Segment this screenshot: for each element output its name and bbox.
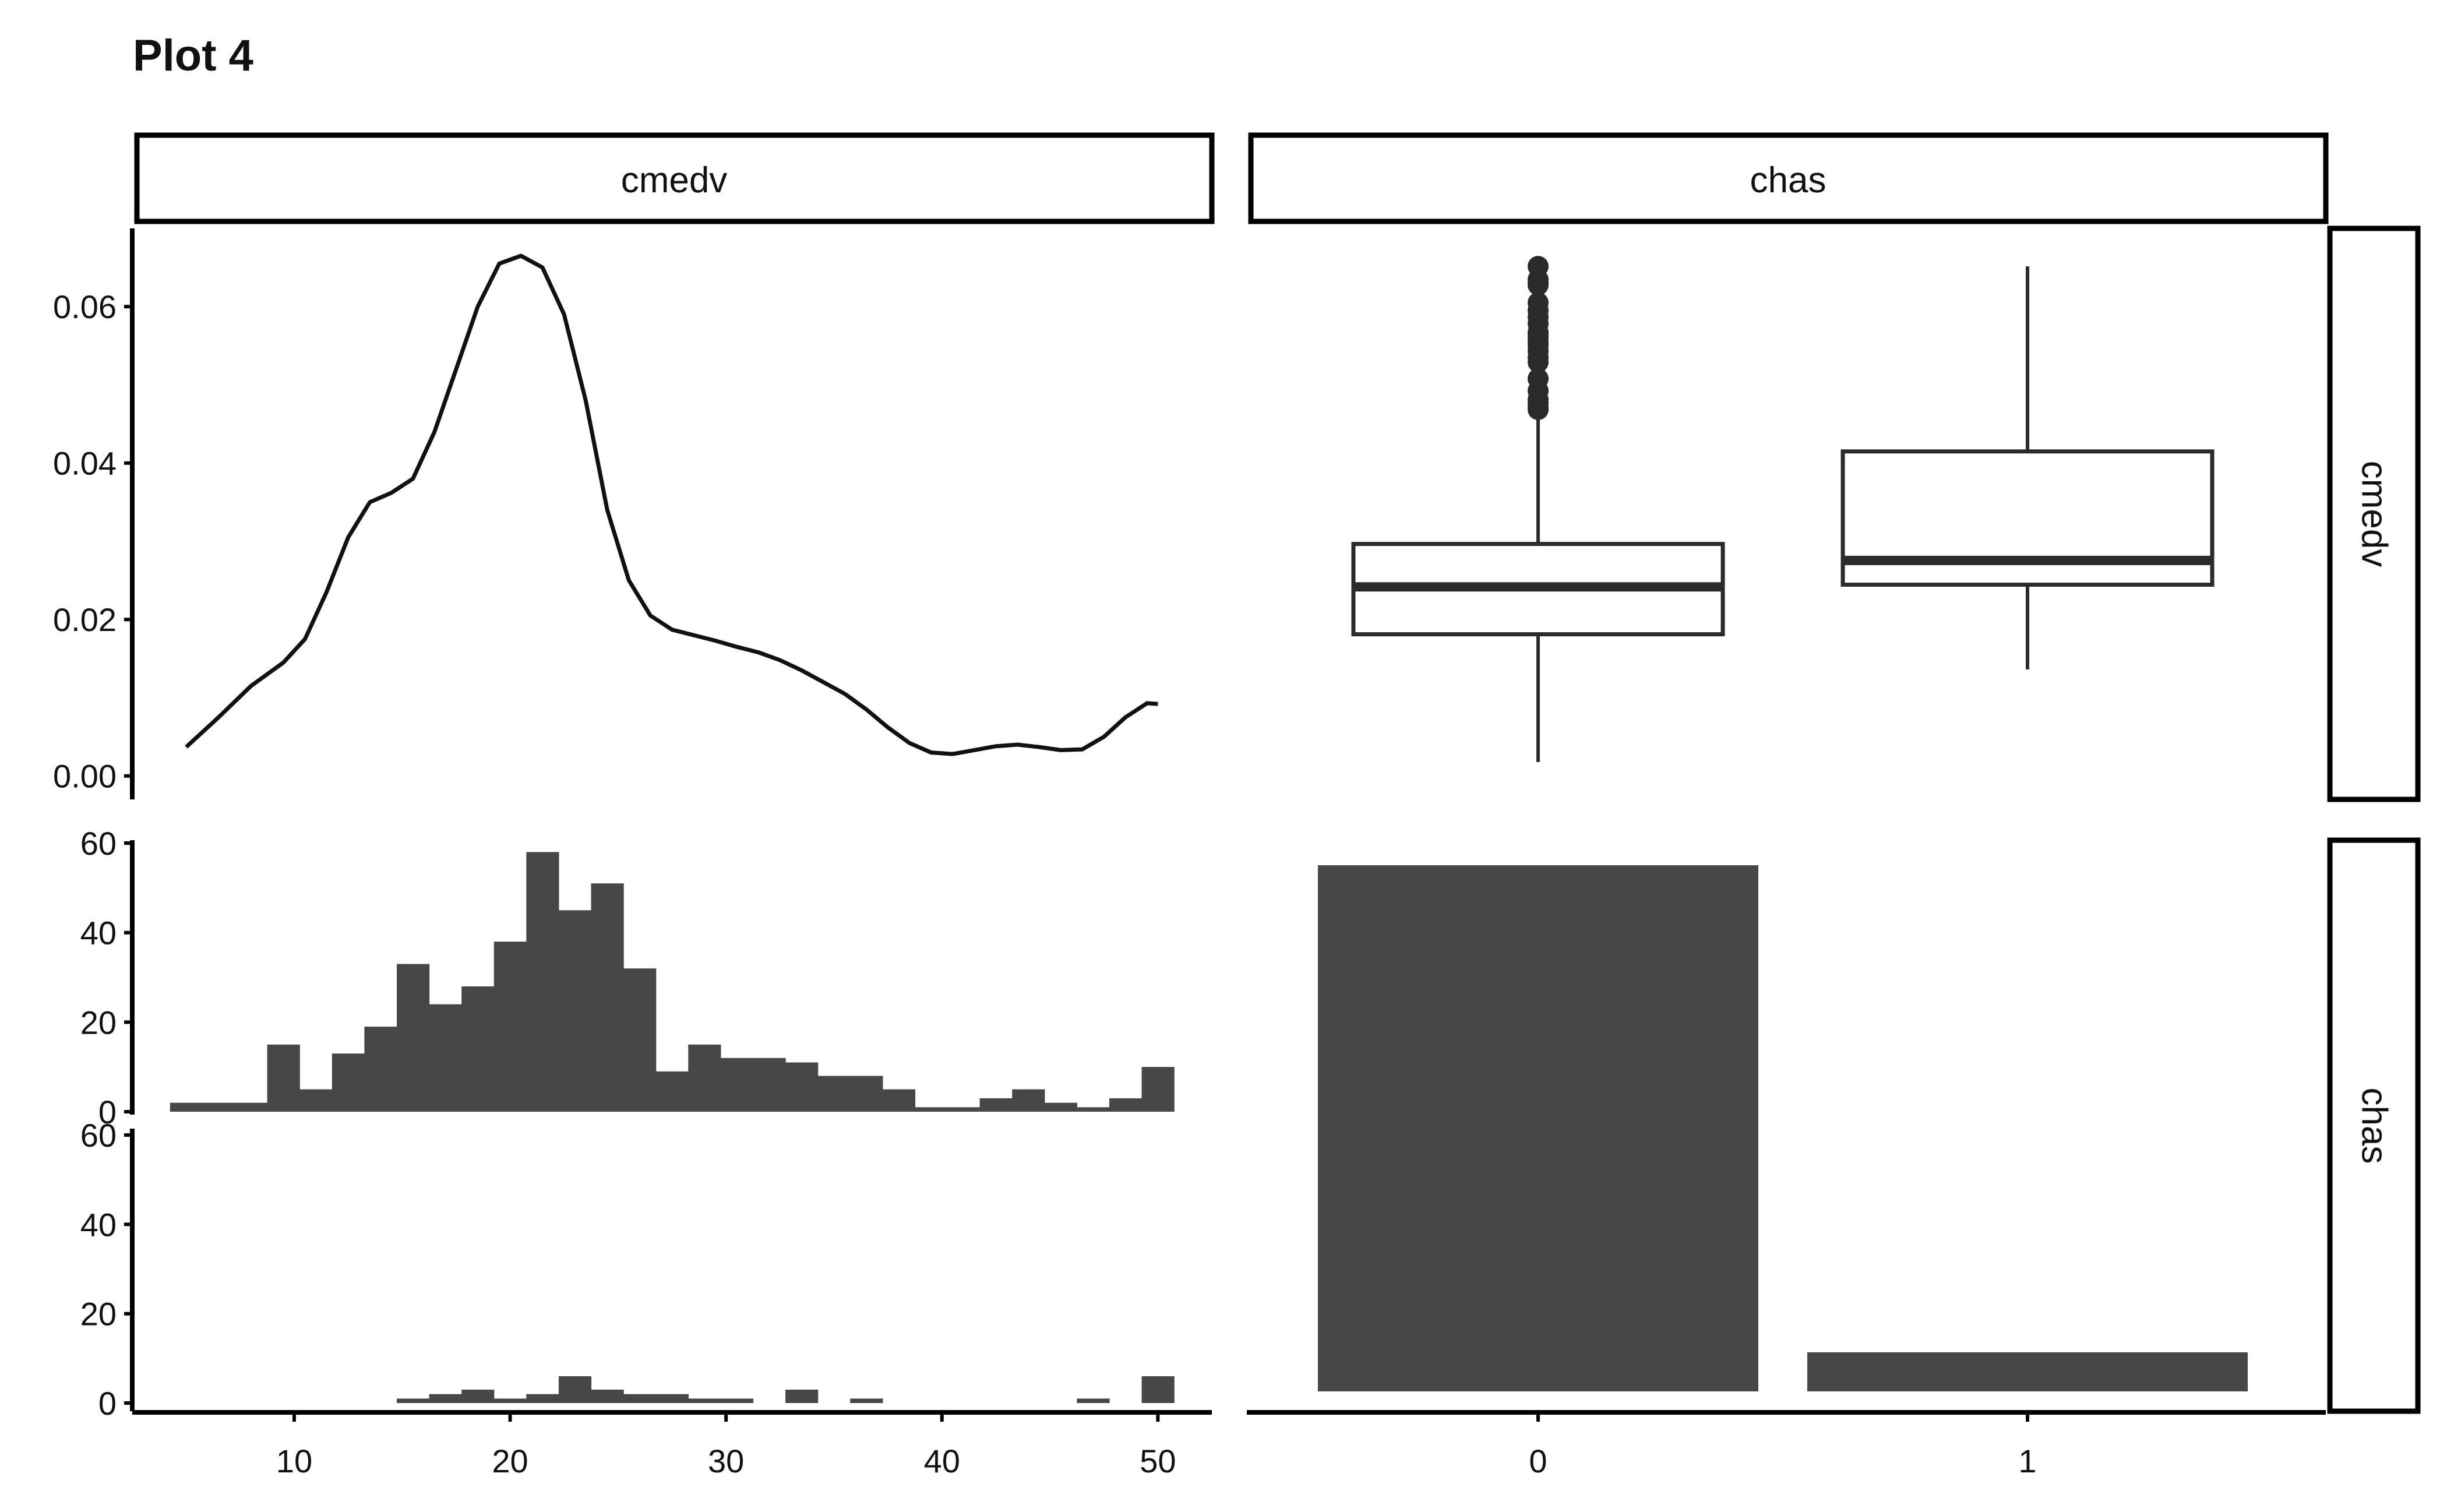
density-line <box>185 253 1158 756</box>
density-panel <box>185 253 1158 756</box>
x-tick-label: 30 <box>708 1443 744 1479</box>
histogram-bar <box>1109 1098 1143 1112</box>
histogram-bar <box>429 1004 462 1112</box>
histogram-bar <box>623 1394 657 1403</box>
boxplot-panel <box>1351 256 2215 762</box>
bar-0 <box>1318 865 1758 1391</box>
y-tick-label: 40 <box>80 1206 117 1243</box>
histogram-bar <box>461 986 495 1112</box>
histogram-bar <box>1044 1102 1077 1112</box>
bar-panel <box>1318 865 2248 1391</box>
histogram-bar <box>753 1058 786 1112</box>
row-strip-label: chas <box>2354 1088 2395 1164</box>
histogram-bar <box>332 1053 365 1112</box>
histogram-bar <box>202 1102 235 1112</box>
x-tick-label: 0 <box>1529 1443 1547 1479</box>
column-strip-label: cmedv <box>621 160 728 200</box>
histogram-bar <box>720 1058 754 1112</box>
y-tick-label: 0.02 <box>53 601 117 638</box>
histogram-bar <box>655 1394 689 1403</box>
histogram-bar <box>526 1394 559 1403</box>
histogram-bar <box>947 1107 981 1112</box>
y-tick-label: 40 <box>80 915 117 951</box>
histogram-bar <box>979 1098 1013 1112</box>
y-tick-label: 60 <box>80 1117 117 1154</box>
outlier-point <box>1528 368 1549 389</box>
y-tick-label: 0.00 <box>53 758 117 795</box>
column-strip-chas: chas <box>1248 132 2329 224</box>
plot-title: Plot 4 <box>133 31 253 80</box>
histogram-bar <box>267 1044 300 1112</box>
histogram-bar <box>235 1102 268 1112</box>
row-strip-cmedv: cmedv <box>2327 225 2421 802</box>
histogram-bar <box>558 910 592 1112</box>
histogram-bar <box>461 1390 495 1403</box>
histogram-bar <box>429 1394 462 1403</box>
y-tick-label: 0.06 <box>53 288 117 325</box>
row-strip-label: cmedv <box>2354 461 2395 568</box>
histogram-bar <box>591 883 624 1112</box>
histogram-chas-1 <box>396 1376 1175 1403</box>
y-tick-label: 0.04 <box>53 445 117 482</box>
histogram-bar <box>785 1390 819 1403</box>
x-tick-label: 10 <box>276 1443 312 1479</box>
histogram-bar <box>396 964 430 1112</box>
histogram-bar <box>1077 1107 1110 1112</box>
histogram-chas-0 <box>170 852 1175 1112</box>
histogram-bar <box>850 1076 883 1112</box>
y-tick-label: 20 <box>80 1296 117 1333</box>
histogram-bar <box>299 1089 333 1112</box>
histogram-bar <box>493 1398 527 1403</box>
histogram-bar <box>915 1107 948 1112</box>
histogram-bar <box>1012 1089 1045 1112</box>
histogram-bar <box>591 1390 624 1403</box>
histogram-bar <box>493 942 527 1112</box>
histogram-bar <box>623 968 657 1112</box>
histogram-bar <box>720 1398 754 1403</box>
histogram-bar <box>817 1076 851 1112</box>
histogram-bar <box>655 1071 689 1112</box>
histogram-bar <box>688 1398 721 1403</box>
histogram-bar <box>1077 1398 1110 1403</box>
y-tick-label: 60 <box>80 825 117 862</box>
x-tick-label: 20 <box>492 1443 528 1479</box>
row-strip-chas: chas <box>2327 837 2421 1414</box>
histogram-bar <box>558 1376 592 1403</box>
column-strip-cmedv: cmedv <box>134 132 1215 224</box>
histogram-bar <box>850 1398 883 1403</box>
x-tick-label: 1 <box>2018 1443 2036 1479</box>
histogram-panel <box>170 852 1175 1403</box>
histogram-bar <box>1141 1067 1175 1112</box>
y-tick-label: 0 <box>98 1094 117 1130</box>
histogram-bar <box>688 1044 721 1112</box>
histogram-bar <box>785 1062 819 1112</box>
bar-1 <box>1807 1352 2248 1391</box>
box-0 <box>1351 256 1725 762</box>
histogram-bar <box>526 852 559 1112</box>
y-tick-label: 0 <box>98 1385 117 1422</box>
column-strip-label: chas <box>1750 160 1827 200</box>
box-1 <box>1840 266 2215 670</box>
outlier-point <box>1528 292 1549 313</box>
x-tick-label: 50 <box>1140 1443 1176 1479</box>
histogram-bar <box>1141 1376 1175 1403</box>
outlier-point <box>1528 256 1549 277</box>
histogram-bar <box>170 1102 203 1112</box>
histogram-bar <box>364 1027 397 1112</box>
histogram-bar <box>882 1089 916 1112</box>
x-tick-label: 40 <box>924 1443 960 1479</box>
y-tick-label: 20 <box>80 1004 117 1041</box>
histogram-bar <box>396 1398 430 1403</box>
